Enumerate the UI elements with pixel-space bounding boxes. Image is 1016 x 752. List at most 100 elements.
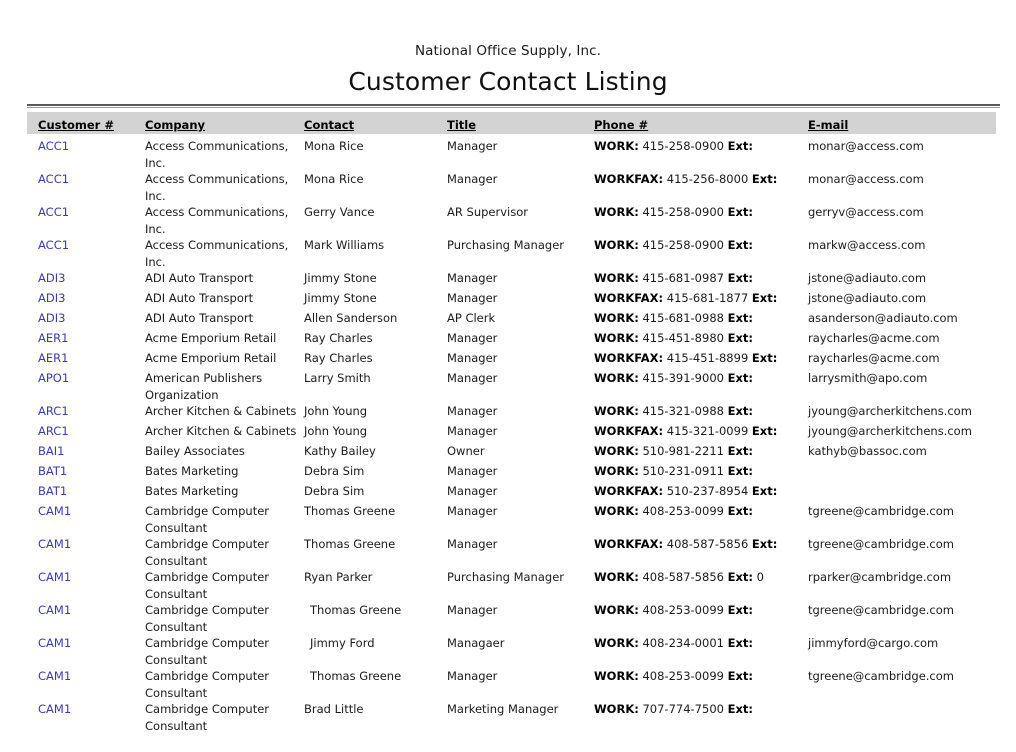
cell-phone: WORKFAX: 415-321-0099 Ext: — [594, 423, 824, 440]
phone-ext-label: Ext: — [751, 537, 778, 551]
report-header: National Office Supply, Inc. Customer Co… — [0, 42, 1016, 99]
column-header-contact[interactable]: Contact — [304, 118, 355, 132]
cell-customer-no[interactable]: AER1 — [38, 331, 69, 345]
cell-customer-no[interactable]: AER1 — [38, 351, 69, 365]
phone-number: 510-231-0911 — [638, 464, 728, 478]
cell-customer-no[interactable]: ACC1 — [38, 172, 70, 186]
cell-email: asanderson@adiauto.com — [808, 311, 958, 325]
phone-number: 415-681-1877 — [663, 291, 752, 305]
phone-number: 415-321-0988 — [638, 404, 728, 418]
cell-phone: WORK: 415-681-0988 Ext: — [594, 310, 824, 327]
table-row: CAM1 Cambridge Computer Consultant Brad Li… — [27, 701, 996, 734]
page-title: Customer Contact Listing — [348, 67, 668, 96]
table-row: ADI3 ADI Auto Transport Jimmy Stone Manager… — [27, 290, 996, 310]
cell-customer-no[interactable]: CAM1 — [38, 636, 72, 650]
table-row: BAI1 Bailey Associates Kathy Bailey Owner WO… — [27, 443, 996, 463]
cell-phone: WORK: 408-253-0099 Ext: — [594, 503, 824, 520]
table-row: ACC1 Access Communications, Inc. Mona Rice… — [27, 171, 996, 204]
phone-number: 408-253-0099 — [638, 669, 728, 683]
cell-customer-no[interactable]: ADI3 — [38, 291, 66, 305]
phone-ext-label: Ext: — [727, 570, 753, 584]
phone-number: 408-587-5856 — [638, 570, 728, 584]
phone-type-label: WORK: — [594, 139, 639, 153]
cell-contact: Ryan Parker — [304, 570, 373, 584]
cell-email: kathyb@bassoc.com — [808, 444, 927, 458]
cell-phone: WORK: 510-981-2211 Ext: — [594, 443, 824, 460]
cell-customer-no[interactable]: ADI3 — [38, 311, 66, 325]
cell-customer-no[interactable]: ARC1 — [38, 404, 69, 418]
table-row: CAM1 Cambridge Computer Consultant Jimmy F… — [27, 635, 996, 668]
table-row: BAT1 Bates Marketing Debra Sim Manager WORKF… — [27, 483, 996, 503]
phone-type-label: WORK: — [594, 404, 639, 418]
phone-number: 415-451-8899 — [663, 351, 752, 365]
cell-customer-no[interactable]: BAI1 — [38, 444, 65, 458]
cell-customer-no[interactable]: ADI3 — [38, 271, 66, 285]
cell-phone: WORK: 415-258-0900 Ext: — [594, 138, 824, 155]
column-header-customer-no[interactable]: Customer # — [38, 118, 114, 132]
phone-type-label: WORKFAX: — [594, 484, 664, 498]
cell-email: raycharles@acme.com — [808, 351, 940, 365]
cell-customer-no[interactable]: CAM1 — [38, 504, 72, 518]
cell-company: Cambridge Computer Consultant — [145, 702, 270, 733]
cell-title: Manager — [447, 172, 498, 186]
cell-phone: WORKFAX: 415-256-8000 Ext: — [594, 171, 824, 188]
cell-contact: Jimmy Stone — [304, 271, 377, 285]
cell-contact: Brad Little — [304, 702, 364, 716]
cell-customer-no[interactable]: CAM1 — [38, 603, 72, 617]
cell-email: monar@access.com — [808, 172, 924, 186]
phone-type-label: WORK: — [594, 464, 639, 478]
cell-contact: Jimmy Ford — [310, 636, 375, 650]
phone-type-label: WORK: — [594, 603, 639, 617]
divider-thin-line — [27, 107, 1000, 108]
cell-customer-no[interactable]: CAM1 — [38, 669, 72, 683]
cell-email: jstone@adiauto.com — [808, 271, 927, 285]
cell-title: Purchasing Manager — [447, 238, 564, 252]
cell-customer-no[interactable]: CAM1 — [38, 537, 72, 551]
table-row: BAT1 Bates Marketing Debra Sim Manager WORK:… — [27, 463, 996, 483]
cell-contact: John Young — [304, 404, 368, 418]
cell-contact: Mona Rice — [304, 139, 364, 153]
phone-number: 408-253-0099 — [638, 603, 728, 617]
title-divider — [27, 104, 1000, 108]
divider-thick-line — [27, 104, 1000, 106]
phone-type-label: WORK: — [594, 570, 639, 584]
cell-title: Manager — [447, 504, 498, 518]
cell-title: Manager — [447, 464, 498, 478]
cell-company: Access Communications, Inc. — [145, 205, 289, 236]
company-name: National Office Supply, Inc. — [414, 43, 602, 59]
table-row: ADI3 ADI Auto Transport Allen Sanderson AP … — [27, 310, 996, 330]
cell-title: AP Clerk — [447, 311, 496, 325]
cell-email: tgreene@cambridge.com — [808, 537, 954, 551]
cell-customer-no[interactable]: ARC1 — [38, 424, 69, 438]
phone-number: 415-256-8000 — [663, 172, 752, 186]
cell-company: ADI Auto Transport — [145, 291, 254, 305]
cell-email: gerryv@access.com — [808, 205, 924, 219]
table-row: ACC1 Access Communications, Inc. Mark Will… — [27, 237, 996, 270]
phone-number: 707-774-7500 — [638, 702, 728, 716]
table-row: ARC1 Archer Kitchen & Cabinets John Young M… — [27, 403, 996, 423]
cell-email: jyoung@archerkitchens.com — [808, 404, 972, 418]
cell-contact: John Young — [304, 424, 368, 438]
phone-type-label: WORK: — [594, 444, 639, 458]
cell-company: Acme Emporium Retail — [145, 331, 277, 345]
cell-customer-no[interactable]: CAM1 — [38, 570, 72, 584]
cell-customer-no[interactable]: ACC1 — [38, 139, 70, 153]
cell-company: Access Communications, Inc. — [145, 172, 289, 203]
cell-customer-no[interactable]: BAT1 — [38, 464, 68, 478]
cell-title: Manager — [447, 603, 498, 617]
cell-customer-no[interactable]: ACC1 — [38, 205, 70, 219]
cell-phone: WORKFAX: 415-681-1877 Ext: — [594, 290, 824, 307]
column-header-company[interactable]: Company — [145, 118, 205, 132]
column-header-title[interactable]: Title — [447, 118, 477, 132]
cell-phone: WORKFAX: 408-587-5856 Ext: — [594, 536, 824, 553]
cell-email: jimmyford@cargo.com — [808, 636, 939, 650]
cell-customer-no[interactable]: APO1 — [38, 371, 70, 385]
phone-type-label: WORK: — [594, 669, 639, 683]
cell-customer-no[interactable]: CAM1 — [38, 702, 72, 716]
cell-customer-no[interactable]: ACC1 — [38, 238, 70, 252]
column-header-email[interactable]: E-mail — [808, 118, 849, 132]
cell-customer-no[interactable]: BAT1 — [38, 484, 68, 498]
cell-phone: WORK: 415-258-0900 Ext: — [594, 237, 824, 254]
cell-title: Owner — [447, 444, 485, 458]
column-header-phone[interactable]: Phone # — [594, 118, 649, 132]
